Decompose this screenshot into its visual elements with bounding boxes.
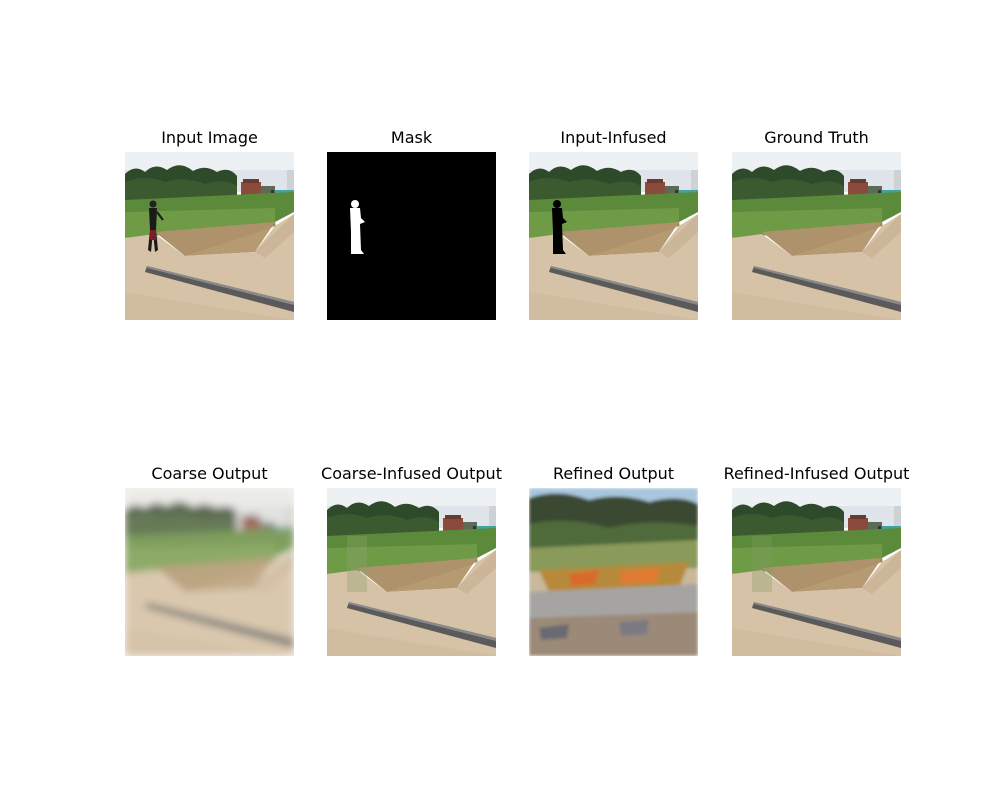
coarse-output-image <box>125 488 294 656</box>
panel-title: Mask <box>390 128 433 147</box>
refined-infused-output-image <box>732 488 901 656</box>
panel-title: Input Image <box>161 128 258 147</box>
panel-title: Coarse Output <box>151 464 268 483</box>
input-infused-image <box>529 152 698 320</box>
ground-truth-image <box>732 152 901 320</box>
coarse-infused-output-image <box>327 488 496 656</box>
input-image <box>125 152 294 320</box>
panel-title: Refined-Infused Output <box>723 464 910 483</box>
panel-title: Ground Truth <box>764 128 869 147</box>
mask-image <box>327 152 496 320</box>
panel-title: Refined Output <box>552 464 675 483</box>
panel-title: Input-Infused <box>560 128 667 147</box>
panel-title: Coarse-Infused Output <box>321 464 502 483</box>
refined-output-image <box>529 488 698 656</box>
